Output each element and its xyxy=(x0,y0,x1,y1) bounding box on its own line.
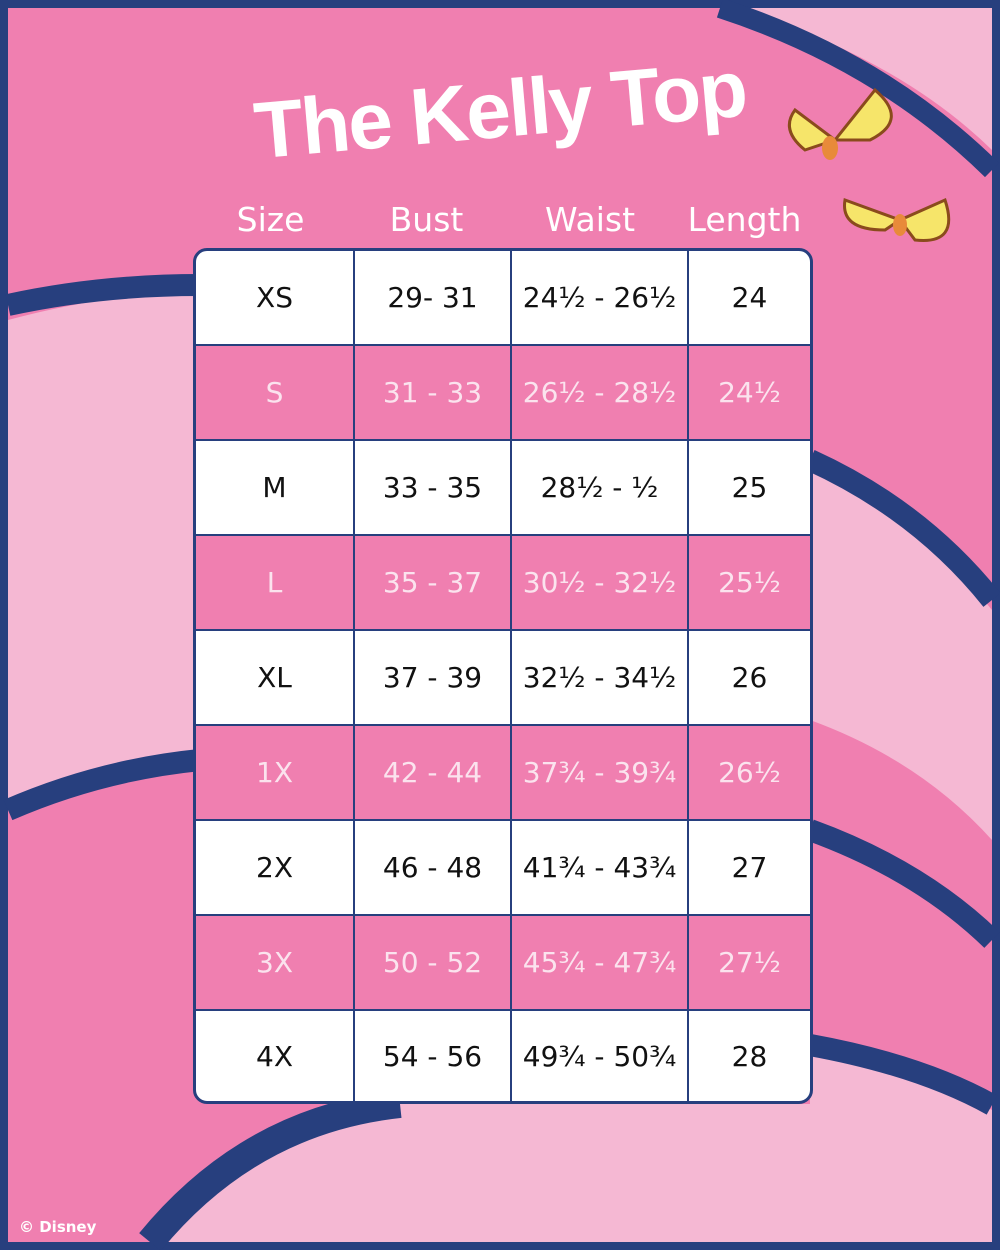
copyright: © Disney xyxy=(19,1218,97,1236)
column-header-waist: Waist xyxy=(544,200,636,239)
column-header-bust: Bust xyxy=(389,200,464,239)
length-cell: 24½ xyxy=(689,346,810,441)
butterfly-icon xyxy=(843,197,951,242)
waist-cell: 41¾ - 43¾ xyxy=(512,821,689,916)
table-row: 1X 42 - 44 37¾ - 39¾ 26½ xyxy=(196,726,810,821)
table-row: 2X 46 - 48 41¾ - 43¾ 27 xyxy=(196,821,810,916)
waist-cell: 28½ - ½ xyxy=(512,441,689,536)
table-row: 4X 54 - 56 49¾ - 50¾ 28 xyxy=(196,1011,810,1101)
table-row: 3X 50 - 52 45¾ - 47¾ 27½ xyxy=(196,916,810,1011)
bust-cell: 35 - 37 xyxy=(355,536,512,631)
waist-cell: 26½ - 28½ xyxy=(512,346,689,441)
waist-cell: 32½ - 34½ xyxy=(512,631,689,726)
size-cell: 2X xyxy=(196,821,355,916)
table-row: XS 29- 31 24½ - 26½ 24 xyxy=(196,251,810,346)
bust-cell: 31 - 33 xyxy=(355,346,512,441)
table-row: L 35 - 37 30½ - 32½ 25½ xyxy=(196,536,810,631)
waist-cell: 24½ - 26½ xyxy=(512,251,689,346)
column-header-length: Length xyxy=(687,200,802,239)
length-cell: 25 xyxy=(689,441,810,536)
butterfly-icon xyxy=(787,87,893,160)
length-cell: 26 xyxy=(689,631,810,726)
length-cell: 28 xyxy=(731,1039,768,1073)
waist-cell: 45¾ - 47¾ xyxy=(512,916,689,1011)
bust-cell: 33 - 35 xyxy=(355,441,512,536)
length-cell: 24 xyxy=(689,251,810,346)
table-row: S 31 - 33 26½ - 28½ 24½ xyxy=(196,346,810,441)
length-cell: 27 xyxy=(689,821,810,916)
bust-cell: 29- 31 xyxy=(355,251,512,346)
bust-cell: 37 - 39 xyxy=(355,631,512,726)
bust-cell: 50 - 52 xyxy=(355,916,512,1011)
size-cell: XL xyxy=(196,631,355,726)
column-header-size: Size xyxy=(236,200,305,239)
size-cell: M xyxy=(196,441,355,536)
length-cell: 27½ xyxy=(689,916,810,1011)
size-cell: XS xyxy=(196,251,355,346)
waist-cell: 37¾ - 39¾ xyxy=(512,726,689,821)
bust-cell: 42 - 44 xyxy=(355,726,512,821)
size-cell: S xyxy=(196,346,355,441)
waist-cell: 49¾ - 50¾ xyxy=(512,1011,689,1101)
bust-cell: 46 - 48 xyxy=(355,821,512,916)
waist-cell: 30½ - 32½ xyxy=(512,536,689,631)
size-cell: 3X xyxy=(196,916,355,1011)
table-row: XL 37 - 39 32½ - 34½ 26 xyxy=(196,631,810,726)
table-row: M 33 - 35 28½ - ½ 25 xyxy=(196,441,810,536)
size-cell: L xyxy=(196,536,355,631)
length-cell: 25½ xyxy=(689,536,810,631)
size-cell: 4X xyxy=(196,1011,355,1101)
size-table: XS 29- 31 24½ - 26½ 24 S 31 - 33 26½ - 28½ 24½ M… xyxy=(193,248,813,1104)
size-cell: 1X xyxy=(196,726,355,821)
length-cell: 26½ xyxy=(689,726,810,821)
bust-cell: 54 - 56 xyxy=(355,1011,512,1101)
